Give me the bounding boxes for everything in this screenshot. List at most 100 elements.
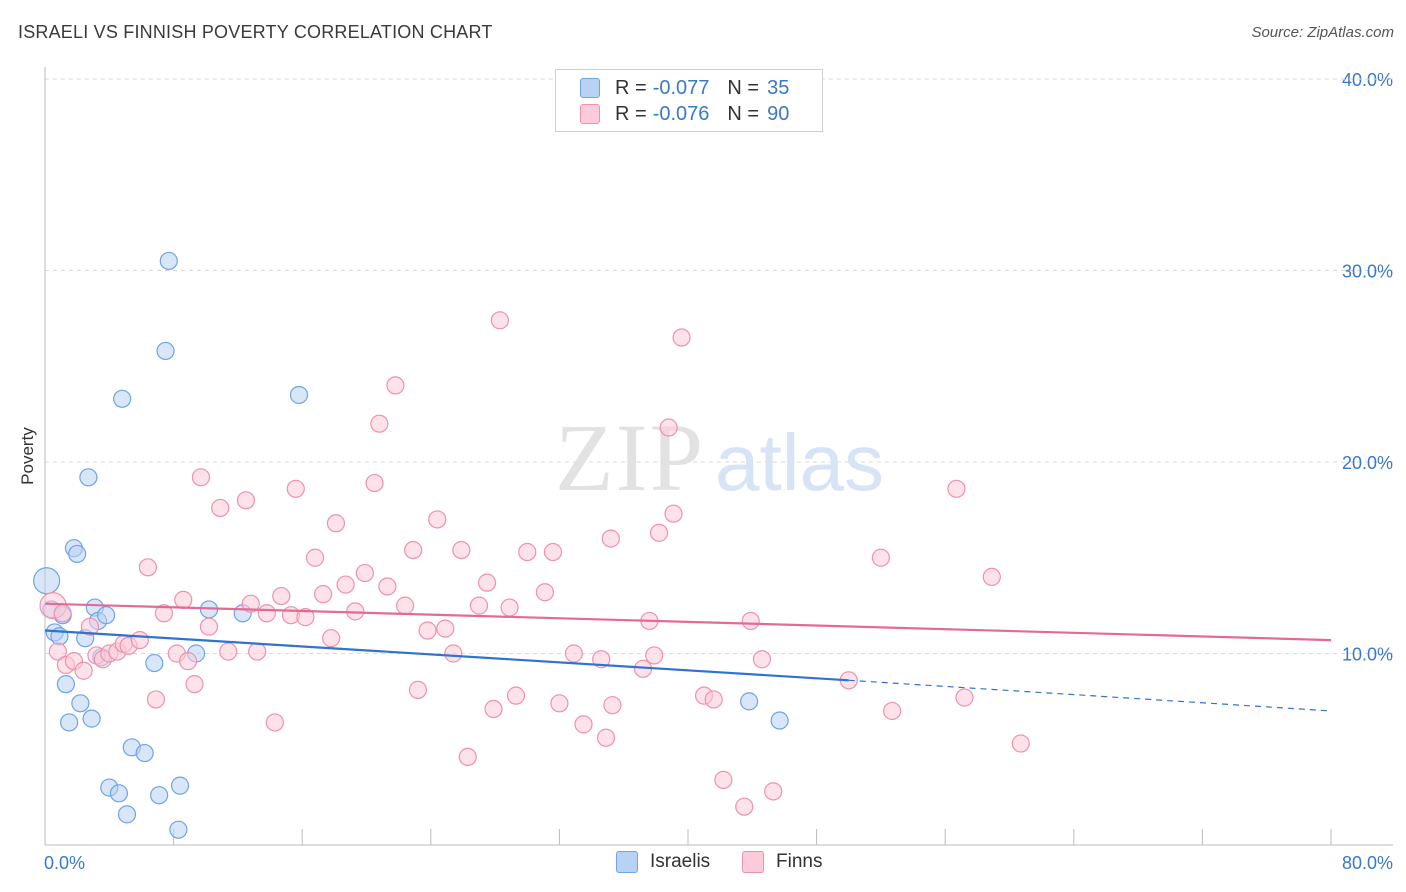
israelis-point <box>68 544 87 564</box>
gridlines: 10.0% 20.0% 30.0% 40.0% <box>45 70 1393 665</box>
finns-point <box>664 504 683 523</box>
finns-point <box>146 690 166 709</box>
y-tick-label: 20.0% <box>1342 453 1393 473</box>
finns-point <box>458 747 477 767</box>
israelis-point <box>79 468 98 487</box>
finns-point <box>764 782 783 801</box>
finns-point <box>404 540 423 560</box>
israelis-point <box>156 341 175 361</box>
finns-point <box>418 621 437 640</box>
watermark-zip: ZIP <box>555 404 705 511</box>
finns-point <box>199 617 219 636</box>
israelis-point <box>33 567 61 595</box>
israelis-point <box>56 675 75 694</box>
finns-point <box>490 311 510 330</box>
israelis-point <box>109 784 129 803</box>
finns-point <box>477 573 497 592</box>
israelis-point <box>135 743 154 763</box>
legend-r-label: R = <box>615 76 647 99</box>
finns-point <box>265 713 284 732</box>
finns-point <box>1011 734 1030 753</box>
israelis-point <box>71 694 90 713</box>
finns-point <box>883 701 902 721</box>
finns-point <box>322 629 341 648</box>
finns-point <box>601 529 620 548</box>
finns-point <box>982 567 1001 587</box>
bottom-swatch-finns <box>742 851 764 873</box>
x-tick-label: 80.0% <box>1342 853 1393 873</box>
finns-point <box>272 586 291 606</box>
finns-point <box>178 652 198 671</box>
finns-point <box>326 514 346 533</box>
finns-point <box>592 650 611 669</box>
bottom-swatch-israelis <box>616 851 638 873</box>
finns-point <box>74 661 93 680</box>
finns-point <box>659 418 678 437</box>
finns-point <box>550 694 569 713</box>
finns-point <box>248 642 267 661</box>
finns-point <box>645 646 664 665</box>
finns-point <box>672 328 691 347</box>
finns-point <box>48 642 67 661</box>
legend-r-value: -0.076 <box>652 102 710 125</box>
finns-point <box>518 542 537 562</box>
legend-row-israelis: R = -0.077 N = 35 <box>580 76 789 100</box>
israelis-trend-extension <box>848 679 1332 712</box>
bottom-legend-israelis: Israelis <box>616 851 710 873</box>
finns-point <box>649 523 669 542</box>
finns-point <box>241 594 260 613</box>
finns-point <box>947 479 966 498</box>
axes: 0.0% 80.0% <box>44 67 1393 873</box>
finns-point <box>355 563 374 583</box>
finns-point <box>452 540 471 560</box>
israelis-point <box>159 251 178 271</box>
legend-swatch-finns <box>580 104 600 124</box>
finns-point <box>370 414 389 433</box>
finns-point <box>365 473 384 493</box>
israelis-point <box>82 709 101 728</box>
chart-title: ISRAELI VS FINNISH POVERTY CORRELATION C… <box>18 22 493 42</box>
israelis-point <box>169 820 188 839</box>
y-tick-label: 30.0% <box>1342 262 1393 282</box>
finns-point <box>191 468 211 487</box>
finns-point <box>236 491 256 510</box>
finns-point <box>53 604 72 623</box>
finns-point <box>741 611 760 631</box>
finns-trend-line <box>44 602 1332 642</box>
legend-n-value: 35 <box>767 76 790 99</box>
finns-point <box>714 770 733 789</box>
watermark-atlas: atlas <box>715 418 884 507</box>
y-axis-label: Poverty <box>18 427 37 485</box>
finns-point <box>543 542 563 562</box>
finns-point <box>535 583 555 602</box>
finns-series <box>39 311 1030 816</box>
stats-legend: R = -0.077 N = 35 R = -0.076 N = 90 <box>555 69 823 132</box>
finns-point <box>735 797 754 816</box>
israelis-point <box>60 713 79 732</box>
israelis-point <box>117 805 137 824</box>
finns-point <box>185 675 204 694</box>
legend-row-finns: R = -0.076 N = 90 <box>580 102 789 126</box>
finns-point <box>408 680 428 699</box>
israelis-point <box>770 711 789 730</box>
finns-point <box>436 619 455 638</box>
x-tick-label: 0.0% <box>44 853 85 873</box>
finns-point <box>305 548 325 567</box>
finns-point <box>138 558 157 577</box>
finns-point <box>596 728 616 747</box>
finns-point <box>752 650 772 669</box>
finns-point <box>154 604 174 623</box>
finns-point <box>174 590 193 609</box>
legend-r-value: -0.077 <box>652 76 710 99</box>
finns-point <box>506 686 526 705</box>
finns-point <box>704 690 723 709</box>
finns-point <box>313 585 333 604</box>
finns-point <box>484 699 503 719</box>
y-tick-label: 10.0% <box>1342 645 1393 665</box>
finns-point <box>286 479 305 498</box>
finns-point <box>574 715 593 734</box>
finns-point <box>444 644 463 663</box>
finns-point <box>378 577 397 596</box>
israelis-trend-line <box>44 629 849 682</box>
